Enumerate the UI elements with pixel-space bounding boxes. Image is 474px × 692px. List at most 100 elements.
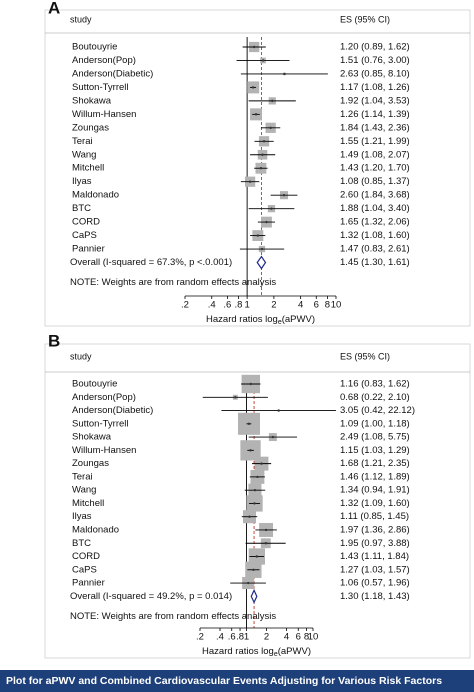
point-estimate xyxy=(283,72,286,76)
study-name: CORD xyxy=(72,217,100,228)
es-label: 1.47 (0.83, 2.61) xyxy=(340,244,410,255)
study-name: Maldonado xyxy=(72,190,119,201)
study-name: Mitchell xyxy=(72,163,104,174)
note: NOTE: Weights are from random effects an… xyxy=(70,277,276,288)
es-label: 1.09 (1.00, 1.18) xyxy=(340,418,410,429)
point-estimate xyxy=(270,207,273,210)
point-estimate xyxy=(260,247,264,251)
study-name: Anderson(Diabetic) xyxy=(72,405,153,416)
x-tick-label: 2 xyxy=(264,632,269,643)
es-label: 1.16 (0.83, 1.62) xyxy=(340,379,410,390)
es-label: 2.63 (0.85, 8.10) xyxy=(340,68,410,79)
study-name: Pannier xyxy=(72,244,105,255)
es-label: 1.65 (1.32, 2.06) xyxy=(340,217,410,228)
study-name: Maldonado xyxy=(72,524,119,535)
x-axis-label-sub: e xyxy=(274,651,278,658)
x-axis-label-main: Hazard ratios log xyxy=(206,314,278,325)
note: NOTE: Weights are from random effects an… xyxy=(70,611,276,622)
point-estimate xyxy=(251,86,255,89)
study-name: Shokawa xyxy=(72,95,112,106)
x-tick-label: 4 xyxy=(284,632,289,643)
point-estimate xyxy=(252,45,256,49)
es-label: 1.08 (0.85, 1.37) xyxy=(340,176,410,187)
study-name: Wang xyxy=(72,485,96,496)
study-name: Zoungas xyxy=(72,122,109,133)
x-tick-label: .2 xyxy=(196,632,204,643)
study-name: Shokawa xyxy=(72,432,112,443)
study-name: BTC xyxy=(72,203,91,214)
point-estimate xyxy=(248,180,252,183)
study-name: Willum-Hansen xyxy=(72,445,136,456)
x-axis-label-tail: (aPWV) xyxy=(282,314,315,325)
study-name: Willum-Hansen xyxy=(72,109,136,120)
overall-label: Overall (I-squared = 49.2%, p = 0.014) xyxy=(70,591,232,602)
es-label: 2.49 (1.08, 5.75) xyxy=(340,432,410,443)
es-header: ES (95% CI) xyxy=(340,14,390,24)
point-estimate xyxy=(249,449,252,452)
es-label: 1.32 (1.08, 1.60) xyxy=(340,230,410,241)
es-label: 1.95 (0.97, 3.88) xyxy=(340,538,410,549)
study-name: Ilyas xyxy=(72,511,92,522)
es-label: 1.43 (1.20, 1.70) xyxy=(340,163,410,174)
x-axis-label-main: Hazard ratios log xyxy=(202,646,274,657)
overall-es-label: 1.45 (1.30, 1.61) xyxy=(340,257,410,268)
point-estimate xyxy=(265,220,268,224)
es-label: 2.60 (1.84, 3.68) xyxy=(340,190,410,201)
point-estimate xyxy=(253,502,256,505)
x-tick-label: .6 xyxy=(223,300,231,311)
es-label: 1.92 (1.04, 3.53) xyxy=(340,95,410,106)
panel-label: B xyxy=(48,331,60,350)
point-estimate xyxy=(254,113,258,116)
point-estimate xyxy=(246,581,250,585)
point-estimate xyxy=(255,555,259,558)
point-estimate xyxy=(234,396,237,399)
point-estimate xyxy=(271,435,275,439)
x-axis-label: Hazard ratios loge(aPWV) xyxy=(206,314,315,326)
es-label: 1.34 (0.94, 1.91) xyxy=(340,485,410,496)
panel-label: A xyxy=(48,0,60,17)
point-estimate xyxy=(282,193,286,197)
x-tick-label: 2 xyxy=(271,300,276,311)
x-tick-label: 1 xyxy=(244,632,249,643)
es-label: 1.88 (1.04, 3.40) xyxy=(340,203,410,214)
study-name: Boutouyrie xyxy=(72,379,117,390)
es-label: 1.17 (1.08, 1.26) xyxy=(340,82,410,93)
study-header: study xyxy=(70,14,92,24)
es-label: 1.32 (1.09, 1.60) xyxy=(340,498,410,509)
overall-diamond xyxy=(250,588,258,604)
point-estimate xyxy=(269,126,272,130)
study-name: CaPS xyxy=(72,230,97,241)
point-estimate xyxy=(264,528,268,532)
point-estimate xyxy=(271,99,274,103)
es-label: 1.11 (0.85, 1.45) xyxy=(340,511,409,522)
overall-diamond xyxy=(256,255,267,270)
panel-frame xyxy=(44,343,471,659)
x-axis-label: Hazard ratios loge(aPWV) xyxy=(202,646,311,658)
es-header: ES (95% CI) xyxy=(340,351,390,361)
point-estimate xyxy=(259,167,263,170)
x-tick-label: 4 xyxy=(298,300,303,311)
x-tick-label: .4 xyxy=(208,300,216,311)
point-estimate xyxy=(253,488,257,492)
x-tick-label: .8 xyxy=(236,632,244,643)
x-tick-label: .4 xyxy=(216,632,224,643)
es-label: 0.68 (0.22, 2.10) xyxy=(340,392,410,403)
es-label: 1.55 (1.21, 1.99) xyxy=(340,136,410,147)
study-name: Anderson(Diabetic) xyxy=(72,68,153,79)
study-name: CORD xyxy=(72,551,100,562)
point-estimate xyxy=(277,409,280,412)
x-axis-label-tail: (aPWV) xyxy=(278,646,311,657)
es-label: 1.06 (0.57, 1.96) xyxy=(340,578,410,589)
study-name: Wang xyxy=(72,149,96,160)
x-tick-label: 8 xyxy=(325,300,330,311)
study-name: Anderson(Pop) xyxy=(72,55,136,66)
caption: Plot for aPWV and Combined Cardiovascula… xyxy=(6,675,442,687)
point-estimate xyxy=(248,515,251,518)
es-label: 1.15 (1.03, 1.29) xyxy=(340,445,410,456)
study-name: Mitchell xyxy=(72,498,104,509)
es-label: 1.84 (1.43, 2.36) xyxy=(340,122,410,133)
study-name: Terai xyxy=(72,471,93,482)
point-estimate xyxy=(262,140,266,143)
panel-frame xyxy=(44,9,471,327)
es-label: 1.51 (0.76, 3.00) xyxy=(340,55,410,66)
